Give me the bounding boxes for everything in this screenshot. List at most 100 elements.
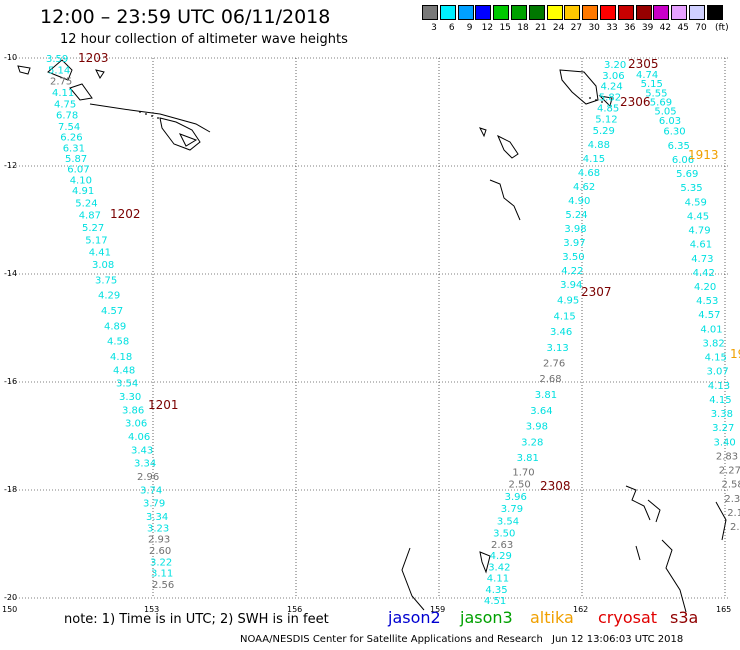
wave-height-label: 4.87 <box>79 211 101 222</box>
pass-label: 1201 <box>148 398 179 412</box>
scale-swatch <box>653 5 670 20</box>
wave-height-label: 4.75 <box>54 99 76 110</box>
scale-swatch <box>635 5 652 20</box>
wave-height-label: 2.76 <box>543 359 565 370</box>
wave-height-label: 4.41 <box>89 248 111 259</box>
wave-height-label: 4.57 <box>101 306 123 317</box>
lat-tick-label: -16 <box>4 377 17 386</box>
lat-lon-grid <box>10 57 730 599</box>
scale-swatch <box>475 5 492 20</box>
wave-height-label: 5.87 <box>65 154 87 165</box>
wave-height-label: 4.79 <box>688 226 710 237</box>
scale-swatch <box>617 5 634 20</box>
scale-label: 27 <box>570 23 583 33</box>
wave-height-label: 3.81 <box>535 390 557 401</box>
wave-height-label: 3.27 <box>712 423 734 434</box>
wave-height-label: 2.58 <box>722 480 740 491</box>
lon-tick-label: 162 <box>573 605 588 614</box>
wave-height-label: 3.54 <box>116 379 138 390</box>
page-title: 12:00 – 23:59 UTC 06/11/2018 <box>40 6 331 28</box>
wave-height-label: 5.17 <box>85 235 107 246</box>
wave-height-label: 3.34 <box>146 512 168 523</box>
lat-tick-label: -10 <box>4 53 17 62</box>
ground-track-dots <box>139 97 603 119</box>
pass-label: 2306 <box>620 95 651 109</box>
legend-item-s3a: s3a <box>670 608 699 627</box>
wave-height-label: 2.68 <box>539 374 561 385</box>
wave-height-label: 4.58 <box>107 337 129 348</box>
wave-height-label: 7.54 <box>58 122 80 133</box>
wave-height-label: 3.06 <box>602 71 624 82</box>
scale-label: 30 <box>588 23 600 33</box>
wave-height-label: 4.53 <box>696 296 718 307</box>
wave-height-label: 5.69 <box>650 98 672 109</box>
scale-label: 70 <box>695 23 707 33</box>
wave-height-label: 5.12 <box>595 114 617 125</box>
wave-height-label: 3.82 <box>703 339 725 350</box>
wave-height-label: 4.68 <box>578 168 600 179</box>
wave-height-label: 6.35 <box>668 141 690 152</box>
wave-height-label: 3.08 <box>92 260 114 271</box>
lat-tick-label: -14 <box>4 269 17 278</box>
wave-height-label: 4.01 <box>700 324 722 335</box>
scale-label: (ft) <box>715 23 729 33</box>
pass-label: 2305 <box>628 57 659 71</box>
scale-label: 33 <box>606 23 618 33</box>
wave-height-label: 5.35 <box>680 183 702 194</box>
wave-height-label: 4.35 <box>485 585 507 596</box>
wave-height-label: 4.15 <box>583 154 605 165</box>
wave-height-label: 4.15 <box>709 395 731 406</box>
legend-item-jason3: jason3 <box>460 608 513 627</box>
lat-tick-label: -12 <box>4 161 17 170</box>
scale-label: 39 <box>641 23 654 33</box>
lon-tick-label: 156 <box>287 605 302 614</box>
wave-height-label: 3.50 <box>493 529 515 540</box>
wave-height-label: 6.03 <box>659 116 681 127</box>
wave-height-label: 3.43 <box>131 445 153 456</box>
scale-label: 42 <box>659 23 672 33</box>
scale-label: 12 <box>481 23 494 33</box>
wave-height-label: 2.83 <box>716 451 738 462</box>
wave-height-label: 6.26 <box>60 133 82 144</box>
wave-height-label: 2.60 <box>149 546 171 557</box>
wave-height-label: 4.90 <box>568 196 590 207</box>
pass-label: 2308 <box>540 479 571 493</box>
wave-height-label: 5.24 <box>75 198 97 209</box>
wave-height-label: 3.28 <box>521 437 543 448</box>
wave-height-label: 4.88 <box>588 140 610 151</box>
wave-height-label: 3.96 <box>505 492 527 503</box>
wave-height-label: 4.29 <box>98 291 120 302</box>
wave-height-label: 2.27 <box>719 466 740 477</box>
wave-height-label: 3.64 <box>530 406 552 417</box>
scale-swatch <box>564 5 581 20</box>
scale-swatch <box>706 5 723 20</box>
wave-height-label: 2.63 <box>491 540 513 551</box>
wave-height-label: 5.14 <box>48 65 70 76</box>
scale-swatch <box>546 5 563 20</box>
wave-height-label: 4.85 <box>597 103 619 114</box>
wave-height-label: 3.34 <box>134 459 156 470</box>
scale-label: 18 <box>517 23 529 33</box>
scale-swatch <box>689 5 705 20</box>
wave-height-label: 4.15 <box>554 311 576 322</box>
scale-swatch <box>582 5 599 20</box>
pass-label: 1202 <box>110 207 141 221</box>
wave-height-label: 3.86 <box>122 405 144 416</box>
wave-height-label: 3.42 <box>488 562 510 573</box>
lon-tick-label: 159 <box>430 605 445 614</box>
wave-height-label: 4.74 <box>636 70 658 81</box>
lon-tick-label: 153 <box>144 605 159 614</box>
wave-height-label: 2.1 <box>727 508 740 519</box>
scale-swatch <box>511 5 527 20</box>
wave-height-label: 5.15 <box>641 79 663 90</box>
wave-height-label: 3.23 <box>147 523 169 534</box>
wave-height-label: 6.06 <box>672 155 694 166</box>
wave-height-label: 1.70 <box>512 467 534 478</box>
footer-note: note: 1) Time is in UTC; 2) SWH is in fe… <box>64 612 329 627</box>
wave-height-label: 4.10 <box>70 175 92 186</box>
wave-height-label: 5.24 <box>565 210 587 221</box>
lat-tick-label: -20 <box>4 593 17 602</box>
wave-height-label: 3.20 <box>604 60 626 71</box>
wave-height-label: 4.57 <box>698 310 720 321</box>
lat-tick-label: -18 <box>4 485 17 494</box>
